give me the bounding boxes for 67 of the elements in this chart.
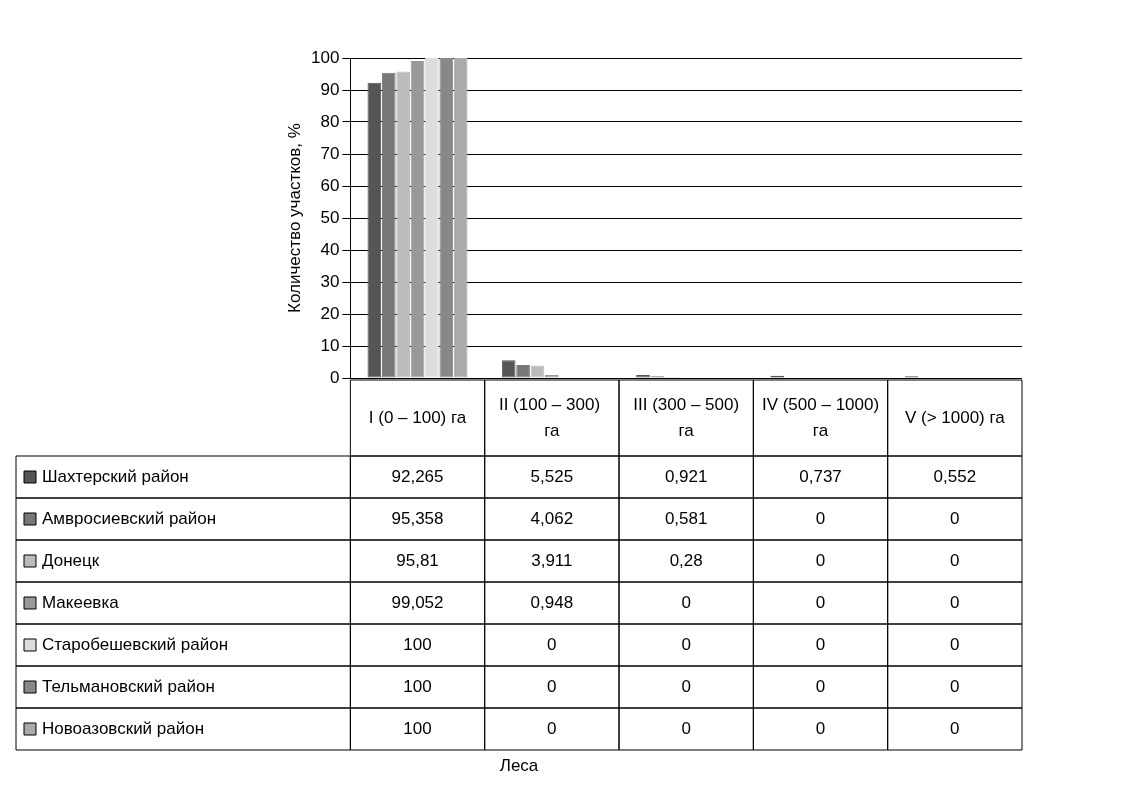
- data-label: 0: [815, 718, 826, 738]
- data-label: 0: [950, 508, 960, 528]
- data-label: 0,948: [530, 592, 574, 612]
- legend-label: Донецк: [42, 550, 100, 570]
- data-label: 0: [815, 634, 826, 654]
- data-label: 0: [547, 634, 557, 654]
- y-tick-label: 50: [320, 207, 340, 227]
- data-label: 0: [815, 508, 826, 528]
- x-tick-label: III (300 – 500) га: [633, 394, 740, 440]
- bar: [439, 58, 454, 378]
- data-label: 0,737: [799, 466, 842, 486]
- data-label: 0: [815, 676, 826, 696]
- data-label: 95,358: [391, 508, 444, 528]
- bar: [410, 61, 425, 378]
- data-label: 0: [681, 634, 691, 654]
- data-label: 0: [950, 676, 960, 696]
- data-label: 0: [681, 718, 691, 738]
- data-label: 0: [950, 592, 960, 612]
- data-label: 3,911: [531, 550, 573, 570]
- y-tick-label: 90: [320, 79, 340, 99]
- data-label: 5,525: [530, 466, 574, 486]
- data-label: 0,581: [664, 508, 708, 528]
- data-label: 100: [403, 634, 432, 654]
- y-axis-title: Количество участков, %: [285, 123, 305, 313]
- data-label: 4,062: [530, 508, 574, 528]
- y-tick-label: 0: [329, 367, 340, 387]
- y-tick-label: 60: [320, 175, 340, 195]
- legend-label: Старобешевский район: [42, 634, 229, 654]
- data-label: 100: [403, 718, 432, 738]
- legend-label: Тельмановский район: [42, 676, 215, 696]
- y-tick-label: 40: [320, 239, 340, 259]
- y-tick-label: 20: [320, 303, 340, 323]
- data-label: 0,28: [669, 550, 703, 570]
- y-tick-label: 80: [320, 111, 340, 131]
- data-label: 0: [950, 550, 960, 570]
- bar: [367, 82, 382, 378]
- y-tick-label: 100: [310, 47, 340, 67]
- data-label: 0: [681, 592, 691, 612]
- y-tick-label: 10: [320, 335, 340, 355]
- data-label: 99,052: [391, 592, 444, 612]
- legend-label: Новоазовский район: [42, 718, 205, 738]
- x-tick-label: V (> 1000) га: [904, 407, 1006, 427]
- data-label: 95,81: [396, 550, 439, 570]
- data-label: 0: [681, 676, 691, 696]
- x-tick-label: II (100 – 300) га: [498, 394, 605, 440]
- data-label: 100: [403, 676, 432, 696]
- bar: [425, 58, 439, 378]
- data-label: 0: [950, 718, 960, 738]
- data-label: 0: [815, 592, 826, 612]
- text: Леса: [499, 755, 539, 775]
- data-label: 0: [547, 718, 557, 738]
- data-label: 92,265: [391, 466, 444, 486]
- data-label: 0,921: [664, 466, 708, 486]
- data-label: 0: [547, 676, 557, 696]
- x-tick-label: IV (500 – 1000) га: [761, 394, 880, 440]
- bar: [381, 72, 396, 378]
- legend-label: Шахтерский район: [42, 466, 189, 486]
- data-label: 0,552: [933, 466, 977, 486]
- legend-label: Амвросиевский район: [42, 508, 217, 528]
- data-label: 0: [950, 634, 960, 654]
- y-tick-label: 30: [320, 271, 340, 291]
- x-tick-label: I (0 – 100) га: [368, 407, 467, 427]
- bar: [453, 58, 468, 378]
- y-tick-label: 70: [320, 143, 340, 163]
- bar: [396, 71, 410, 378]
- legend-label: Макеевка: [42, 592, 120, 612]
- data-label: 0: [815, 550, 826, 570]
